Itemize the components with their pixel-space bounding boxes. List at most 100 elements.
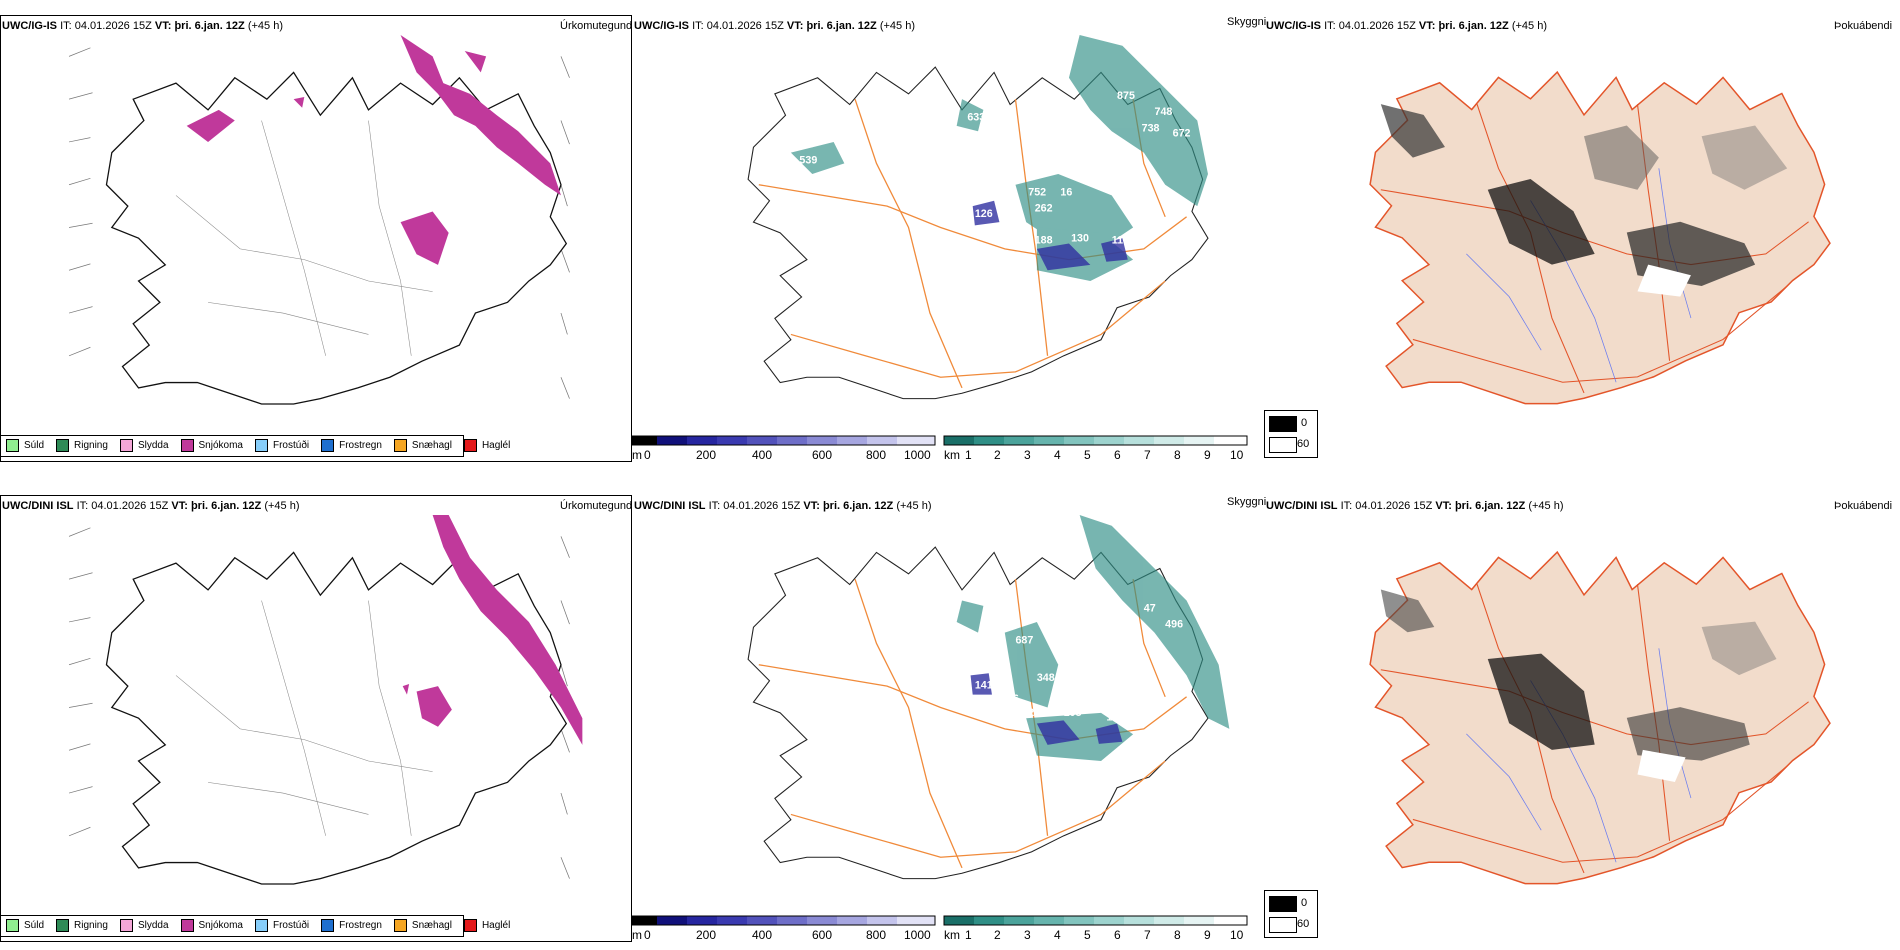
panel-title-fog: Þokuábendi <box>1834 20 1893 32</box>
fog-swatch-0 <box>1269 896 1297 912</box>
precip-legend-2 <box>0 915 464 937</box>
vis-colorbar-2 <box>943 915 1248 926</box>
precip-panel-1: UWC/IG-IS IT: 04.01.2026 15Z VT: þri. 6.… <box>0 0 632 465</box>
precip-panel-2: UWC/DINI ISL IT: 04.01.2026 15Z VT: þri.… <box>0 480 632 945</box>
fog-swatch-60 <box>1269 917 1297 933</box>
legend-label: Frostúði <box>272 920 310 931</box>
panel-title-fog: Þokuábendi <box>1834 500 1893 512</box>
base-tick: 800 <box>866 928 887 942</box>
cloud-label: 752 <box>1028 186 1046 198</box>
base-tick: 600 <box>812 928 833 942</box>
legend-label: Slydda <box>137 920 169 931</box>
precip-legend-items-1: Súld Rigning Slydda Snjókoma Frostúði Fr… <box>6 439 522 452</box>
cloud-panel-2: UWC/DINI ISL IT: 04.01.2026 15Z VT: þri.… <box>631 480 1266 945</box>
legend-label: Súld <box>24 440 45 451</box>
model-name: UWC/IG-IS <box>634 20 689 32</box>
cloud-label: 126 <box>975 208 993 220</box>
legend-item-sudd: Súld <box>6 439 44 452</box>
lead-time: (+45 h) <box>264 500 300 512</box>
legend-swatch <box>321 439 335 452</box>
header-6: UWC/DINI ISL IT: 04.01.2026 15Z VT: þri.… <box>1266 500 1564 512</box>
vt-label: VT: <box>154 20 172 32</box>
lead-time: (+45 h) <box>896 500 932 512</box>
legend-label: Haglél <box>481 440 511 451</box>
vt-label: VT: <box>1418 20 1436 32</box>
cloud-label: 348 <box>1037 672 1055 684</box>
fog-panel-1: UWC/IG-IS IT: 04.01.2026 15Z VT: þri. 6.… <box>1264 0 1900 465</box>
base-tick: 1000 <box>904 448 931 462</box>
cloud-map-2: 687 258 348 141 16 207 108 112 496 47 <box>747 515 1230 880</box>
vis-unit: km <box>944 928 960 942</box>
precip-legend-1 <box>0 435 464 457</box>
base-tick: 200 <box>696 928 717 942</box>
it-value: 04.01.2026 15Z <box>1338 20 1416 32</box>
it-label: IT: <box>692 20 704 32</box>
legend-item-snjokoma: Snjókoma <box>180 439 243 452</box>
vt-label: VT: <box>1435 500 1452 512</box>
cloud-label: 108 <box>1064 707 1082 719</box>
vis-tick: 7 <box>1144 448 1151 462</box>
legend-item-frostudi: Frostúði <box>254 439 310 452</box>
legend-swatch <box>180 439 194 452</box>
legend-item-frostregn: Frostregn <box>321 919 382 932</box>
legend-label: Snæhagl <box>411 920 452 931</box>
legend-item-slydda: Slydda <box>119 919 169 932</box>
vis-tick: 8 <box>1174 928 1181 942</box>
it-label: IT: <box>1340 500 1353 512</box>
legend-swatch <box>180 919 194 932</box>
cloud-label: 633 <box>967 112 985 124</box>
base-tick: 400 <box>752 448 773 462</box>
base-tick: 0 <box>644 928 651 942</box>
vt-value: þri. 6.jan. 12Z <box>822 500 894 512</box>
legend-label: Frostregn <box>339 920 382 931</box>
cloud-label: 496 <box>1165 618 1183 630</box>
vis-tick: 10 <box>1230 928 1244 942</box>
internal-lines <box>175 120 433 356</box>
model-name: UWC/DINI ISL <box>1266 500 1338 512</box>
cloud-label: 539 <box>799 154 817 166</box>
panel-title-precip: Úrkomutegund <box>560 20 633 32</box>
wind-barbs <box>68 47 570 399</box>
legend-swatch <box>56 919 70 932</box>
vis-tick: 1 <box>965 448 972 462</box>
cloud-label: 16 <box>1060 186 1072 198</box>
base-unit: m <box>632 448 642 462</box>
fog-label-60: 60 <box>1297 438 1310 450</box>
legend-item-frostregn: Frostregn <box>321 439 382 452</box>
lead-time: (+45 h) <box>1528 500 1564 512</box>
it-label: IT: <box>76 500 89 512</box>
vis-tick: 7 <box>1144 928 1151 942</box>
legend-item-haglel: Haglél <box>463 919 510 932</box>
header-5: UWC/DINI ISL IT: 04.01.2026 15Z VT: þri.… <box>634 500 932 512</box>
cloud-label: 130 <box>1071 232 1089 244</box>
it-value: 04.01.2026 15Z <box>1355 500 1433 512</box>
cloud-label: 748 <box>1155 106 1173 118</box>
fog-swatch-60 <box>1269 437 1297 453</box>
vis-tick: 4 <box>1054 928 1061 942</box>
model-name: UWC/DINI ISL <box>634 500 706 512</box>
legend-swatch <box>321 919 335 932</box>
fog-areas <box>1380 589 1777 783</box>
vis-tick: 3 <box>1024 448 1031 462</box>
model-name: UWC/DINI ISL <box>2 500 74 512</box>
legend-swatch <box>119 919 133 932</box>
legend-label: Snjókoma <box>198 920 243 931</box>
it-value: 04.01.2026 15Z <box>723 500 801 512</box>
vis-tick: 10 <box>1230 448 1244 462</box>
cloud-label: 258 <box>1056 650 1074 662</box>
base-tick: 0 <box>644 448 651 462</box>
vis-colorbar-1 <box>943 435 1248 446</box>
it-label: IT: <box>1324 20 1336 32</box>
legend-label: Frostúði <box>272 440 310 451</box>
vis-tick: 5 <box>1084 448 1091 462</box>
legend-label: Frostregn <box>339 440 382 451</box>
legend-swatch <box>119 439 133 452</box>
vt-value: þri. 6.jan. 12Z <box>1454 500 1526 512</box>
cloud-label: 875 <box>1117 90 1135 102</box>
row-1: UWC/IG-IS IT: 04.01.2026 15Z VT: þri. 6.… <box>0 0 1900 470</box>
legend-item-snaehagl: Snæhagl <box>393 919 452 932</box>
legend-swatch <box>56 439 70 452</box>
vt-label: VT: <box>786 20 804 32</box>
header-2: UWC/IG-IS IT: 04.01.2026 15Z VT: þri. 6.… <box>634 20 915 32</box>
it-label: IT: <box>708 500 721 512</box>
